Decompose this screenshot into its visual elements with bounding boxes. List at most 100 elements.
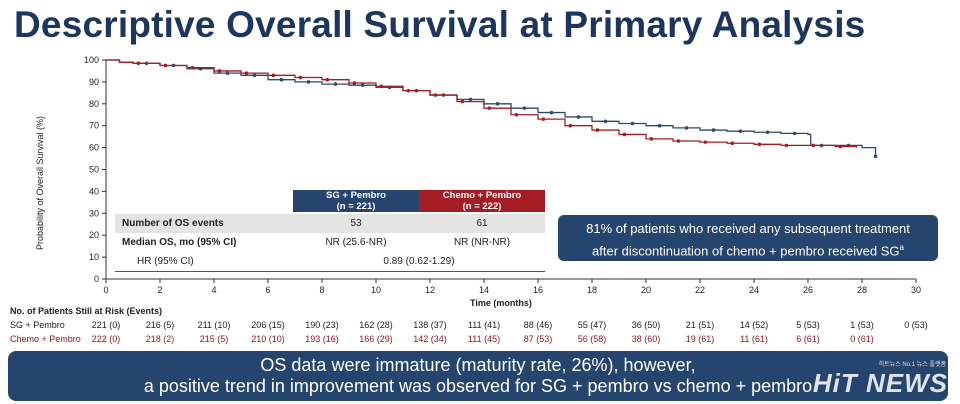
y-tick-label: 40	[89, 186, 99, 196]
risk-row-chemo: Chemo + Pembro 222 (0) 218 (2) 215 (5) 210 …	[0, 334, 960, 347]
censor-mark	[460, 99, 465, 104]
censor-mark	[730, 141, 735, 146]
x-tick-label: 12	[425, 285, 435, 295]
risk-cell-chemo: 111 (45)	[467, 334, 501, 344]
censor-mark	[757, 142, 762, 147]
risk-cell-sg: 1 (53)	[850, 320, 874, 330]
risk-cell-sg: 21 (51)	[685, 320, 715, 330]
risk-cell-sg: 162 (28)	[359, 320, 393, 330]
censor-mark	[711, 128, 716, 132]
x-tick-label: 4	[211, 285, 216, 295]
row-label-hr: HR (95% CI)	[137, 256, 194, 267]
x-tick-label: 2	[157, 285, 162, 295]
risk-cell-chemo: 0 (61)	[850, 334, 874, 344]
risk-cell-sg: 0 (53)	[904, 320, 928, 330]
risk-cell-chemo: 210 (10)	[251, 334, 285, 344]
censor-mark	[657, 123, 662, 128]
y-tick-label: 30	[89, 208, 99, 218]
risk-cell-chemo: 11 (61)	[740, 334, 768, 344]
callout-line2: after discontinuation of chemo + pembro …	[592, 243, 900, 259]
page-title: Descriptive Overall Survival at Primary …	[14, 4, 866, 45]
censor-mark	[279, 77, 284, 82]
risk-cell-chemo: 222 (0)	[91, 334, 121, 344]
conclusion-banner: OS data were immature (maturity rate, 26…	[8, 351, 948, 401]
x-tick-label: 16	[533, 285, 543, 295]
x-tick-label: 26	[803, 285, 813, 295]
risk-cell-sg: 14 (52)	[739, 320, 769, 330]
risk-cell-sg: 111 (41)	[467, 320, 501, 330]
risk-cell-sg: 211 (10)	[197, 320, 231, 330]
table-header-chemo: Chemo + Pembro (n = 222)	[419, 190, 545, 212]
median-chemo: NR (NR-NR)	[453, 237, 511, 248]
risk-cell-chemo: 215 (5)	[199, 334, 229, 344]
risk-cell-sg: 206 (15)	[251, 320, 285, 330]
censor-mark	[873, 154, 878, 159]
censor-mark	[252, 73, 257, 78]
risk-cell-chemo: 19 (61)	[685, 334, 715, 344]
censor-mark	[217, 69, 222, 73]
table-row-events: Number of OS events 53 61	[115, 214, 545, 233]
censor-mark	[136, 61, 141, 66]
censor-mark	[811, 143, 816, 148]
watermark-tagline: 히트뉴스 No.1 뉴스 플랫폼	[878, 362, 946, 368]
censor-mark	[549, 110, 554, 115]
callout-line1: 81% of patients who received any subsequ…	[586, 221, 910, 236]
censor-mark	[514, 112, 519, 117]
x-tick-label: 20	[641, 285, 651, 295]
risk-cell-chemo: 218 (2)	[145, 334, 175, 344]
y-tick-label: 100	[84, 55, 99, 65]
risk-table-title: No. of Patients Still at Risk (Events)	[10, 306, 163, 316]
risk-cell-sg: 138 (37)	[413, 320, 447, 330]
risk-cell-sg: 88 (46)	[523, 320, 553, 330]
watermark-logo: HiT NEWS	[812, 368, 948, 398]
sg-header-line1: SG + Pembro	[326, 190, 386, 201]
censor-mark	[325, 77, 330, 82]
risk-cell-chemo: 166 (29)	[359, 334, 393, 344]
risk-cell-sg: 221 (0)	[91, 320, 121, 330]
censor-mark	[306, 80, 311, 84]
censor-mark	[676, 139, 681, 143]
x-tick-label: 24	[749, 285, 759, 295]
censor-mark	[630, 121, 635, 126]
censor-mark	[487, 106, 492, 110]
events-chemo: 61	[476, 218, 488, 229]
y-axis-label: Probability of Overall Survival (%)	[35, 115, 45, 251]
x-axis-label: Time (months)	[470, 298, 532, 308]
censor-mark	[603, 119, 608, 124]
risk-cell-sg: 190 (23)	[305, 320, 339, 330]
censor-mark	[703, 140, 708, 144]
y-tick-label: 90	[89, 77, 99, 87]
y-tick-label: 50	[89, 165, 99, 175]
risk-cell-chemo: 38 (60)	[631, 334, 661, 344]
censor-mark	[352, 81, 357, 85]
censor-mark	[495, 102, 500, 106]
risk-label-sg: SG + Pembro	[10, 320, 65, 330]
chemo-header-line2: (n = 222)	[462, 201, 502, 212]
banner-line2: a positive trend in improvement was obse…	[143, 376, 813, 396]
censor-mark	[271, 73, 276, 78]
risk-cell-chemo: 6 (61)	[796, 334, 820, 344]
censor-mark	[568, 123, 573, 128]
x-tick-label: 22	[695, 285, 705, 295]
y-tick-label: 80	[89, 99, 99, 109]
x-tick-label: 10	[371, 285, 381, 295]
censor-mark	[225, 71, 230, 75]
y-tick-label: 0	[94, 274, 99, 284]
x-tick-label: 0	[103, 285, 108, 295]
risk-cell-sg: 36 (50)	[631, 320, 661, 330]
censor-mark	[684, 126, 689, 130]
subsequent-treatment-callout: 81% of patients who received any subsequ…	[558, 215, 938, 261]
censor-mark	[576, 115, 581, 119]
censor-mark	[649, 137, 654, 141]
risk-cell-chemo: 193 (16)	[305, 334, 339, 344]
censor-mark	[595, 128, 600, 132]
risk-label-chemo: Chemo + Pembro	[10, 334, 81, 344]
risk-cell-chemo: 142 (34)	[413, 334, 447, 344]
censor-mark	[333, 82, 338, 86]
risk-row-sg: SG + Pembro 221 (0) 216 (5) 211 (10) 206 (1…	[0, 320, 960, 333]
censor-mark	[406, 88, 411, 93]
censor-mark	[838, 144, 843, 149]
y-tick-label: 10	[89, 252, 99, 262]
censor-mark	[360, 83, 365, 87]
